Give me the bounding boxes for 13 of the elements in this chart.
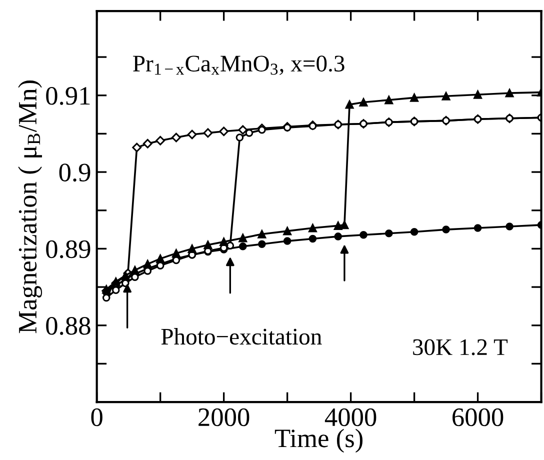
x-tick-label: 2000: [198, 408, 250, 426]
y-tick-label: 0.88: [46, 316, 90, 335]
x-axis-title: Time (s): [274, 428, 362, 453]
y-tick-label: 0.91: [46, 86, 90, 105]
x-tick-label: 4000: [324, 408, 376, 426]
annotation: Pr$_{1−x}$Ca$_{x}$MnO$_{3}$, x=0.3: [133, 56, 344, 75]
annotation: Photo−excitation: [161, 328, 322, 345]
y-axis-title: Magnetization ( μ$_{B}$/Mn): [18, 80, 42, 334]
x-tick-label: 0: [91, 408, 102, 426]
y-tick-label: 0.89: [46, 240, 90, 258]
annotation: 30K 1.2 T: [413, 339, 508, 356]
y-tick-label: 0.9: [59, 164, 90, 182]
x-tick-label: 6000: [452, 408, 504, 426]
